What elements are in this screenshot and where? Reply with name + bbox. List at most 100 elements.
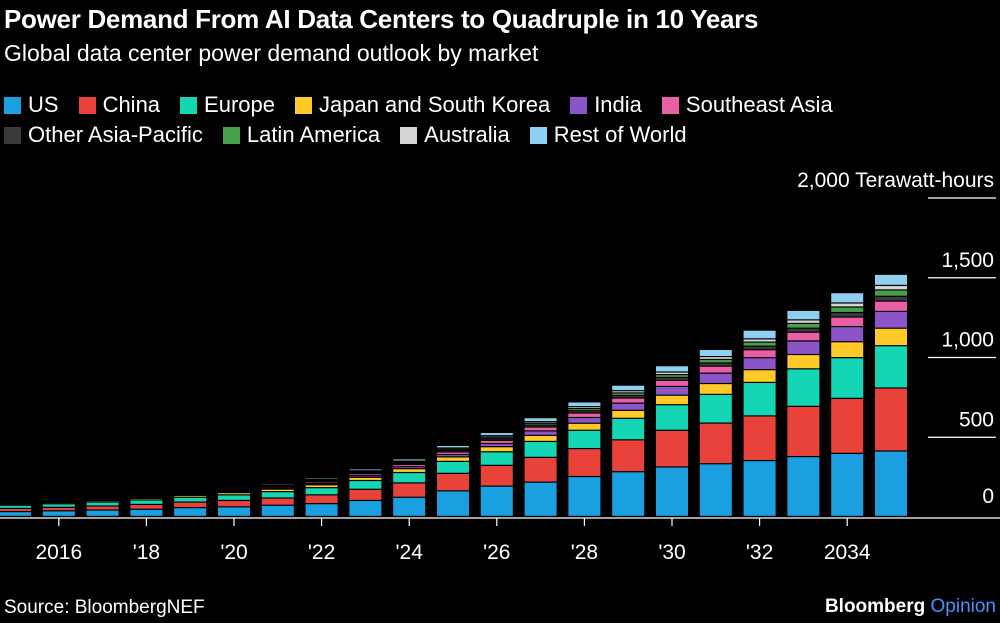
bar-segment (568, 449, 601, 476)
bar-segment (699, 357, 732, 359)
bar-segment (524, 427, 557, 431)
bar-segment (656, 430, 688, 467)
bar-segment (393, 465, 426, 467)
legend-label: Australia (424, 122, 510, 147)
bar-segment (656, 405, 688, 430)
bar-segment (831, 317, 864, 326)
bar-segment (42, 511, 75, 516)
bar-segment (875, 328, 907, 346)
legend-swatch (661, 96, 679, 114)
bar-segment (699, 366, 732, 373)
legend-item: Rest of World (529, 122, 687, 148)
bar-segment (480, 447, 513, 452)
bar-segment (787, 341, 820, 354)
bar-segment (349, 481, 382, 489)
legend-swatch (4, 96, 21, 114)
bar-segment (524, 482, 557, 516)
bar-segment (656, 372, 688, 375)
bar-segment (699, 350, 732, 356)
bar-segment (656, 366, 688, 372)
bar-segment (612, 385, 645, 391)
bar-segment (831, 358, 864, 398)
legend-item: China (78, 92, 161, 118)
bar-segment (174, 508, 207, 516)
legend-row-1: US China Europe Japan and South Korea India S… (4, 92, 853, 118)
legend-item: Europe (180, 92, 275, 118)
bar-segment (743, 339, 776, 342)
y-tick-label: 2,000 Terawatt-hours (797, 169, 994, 192)
bar-segment (656, 378, 688, 380)
bar-segment (0, 512, 31, 516)
bar-segment (787, 332, 820, 341)
legend-item: India (570, 92, 642, 118)
bar-segment (787, 369, 820, 406)
bar-segment (699, 373, 732, 383)
bar-segment (612, 418, 645, 440)
bar-segment (218, 501, 250, 507)
bar-segment (524, 418, 557, 422)
bar-segment (393, 469, 426, 472)
bar-segment (437, 491, 469, 516)
bar-segment (568, 411, 601, 413)
bar-segment (875, 346, 907, 388)
bar-segment (831, 307, 864, 312)
bar-segment (743, 350, 776, 358)
chart-title: Power Demand From AI Data Centers to Qua… (4, 4, 759, 34)
bar-segment (393, 497, 426, 516)
bar-segment (42, 504, 75, 507)
bar-segment (612, 410, 645, 418)
bar-segment (130, 509, 163, 516)
bar-segment (524, 435, 557, 441)
bar-segment (787, 406, 820, 456)
bar-segment (261, 498, 294, 505)
legend-label: Japan and South Korea (319, 92, 551, 117)
bar-segment (743, 330, 776, 339)
brand-suffix: Opinion (930, 596, 997, 617)
x-tick-label: 2016 (35, 541, 82, 564)
bar-segment (393, 473, 426, 483)
bar-segment (875, 274, 907, 285)
bar-segment (261, 492, 294, 498)
bar-segment (875, 451, 907, 516)
bar-segment (218, 495, 250, 500)
bar-segment (699, 423, 732, 464)
bar-segment (831, 453, 864, 516)
bar-segment (480, 486, 513, 516)
bar-segment (699, 384, 732, 394)
y-tick-label: 500 (959, 408, 994, 431)
bar-segment (875, 312, 907, 328)
bar-segment (524, 442, 557, 457)
bar-segment (218, 493, 250, 495)
bar-segment (349, 501, 382, 516)
legend-label: Europe (204, 92, 275, 117)
bar-segment (86, 502, 119, 506)
legend-swatch (180, 96, 198, 114)
bar-segment (174, 502, 207, 508)
bar-segment (349, 469, 382, 471)
bar-segment (787, 355, 820, 369)
legend-swatch (400, 126, 418, 144)
legend-swatch (222, 126, 240, 144)
bar-segment (612, 391, 645, 393)
legend-swatch (570, 96, 588, 114)
bar-segment (831, 293, 864, 303)
legend-label: Rest of World (553, 122, 687, 147)
bar-segment (743, 342, 776, 346)
bar-segment (568, 418, 601, 423)
bar-segment (86, 510, 119, 516)
legend-label: China (102, 92, 161, 117)
legend-label: India (594, 92, 642, 117)
y-tick-label: 1,500 (941, 249, 994, 272)
bar-segment (349, 489, 382, 500)
bar-segment (875, 296, 907, 301)
bar-segment (218, 507, 250, 516)
bar-segment (656, 395, 688, 405)
bar-segment (524, 425, 557, 427)
bar-segment (699, 464, 732, 516)
x-tick-label: '32 (746, 541, 773, 564)
bar-segment (568, 402, 601, 407)
bar-segment (787, 310, 820, 320)
bar-segment (612, 440, 645, 472)
bar-segment (656, 375, 688, 377)
